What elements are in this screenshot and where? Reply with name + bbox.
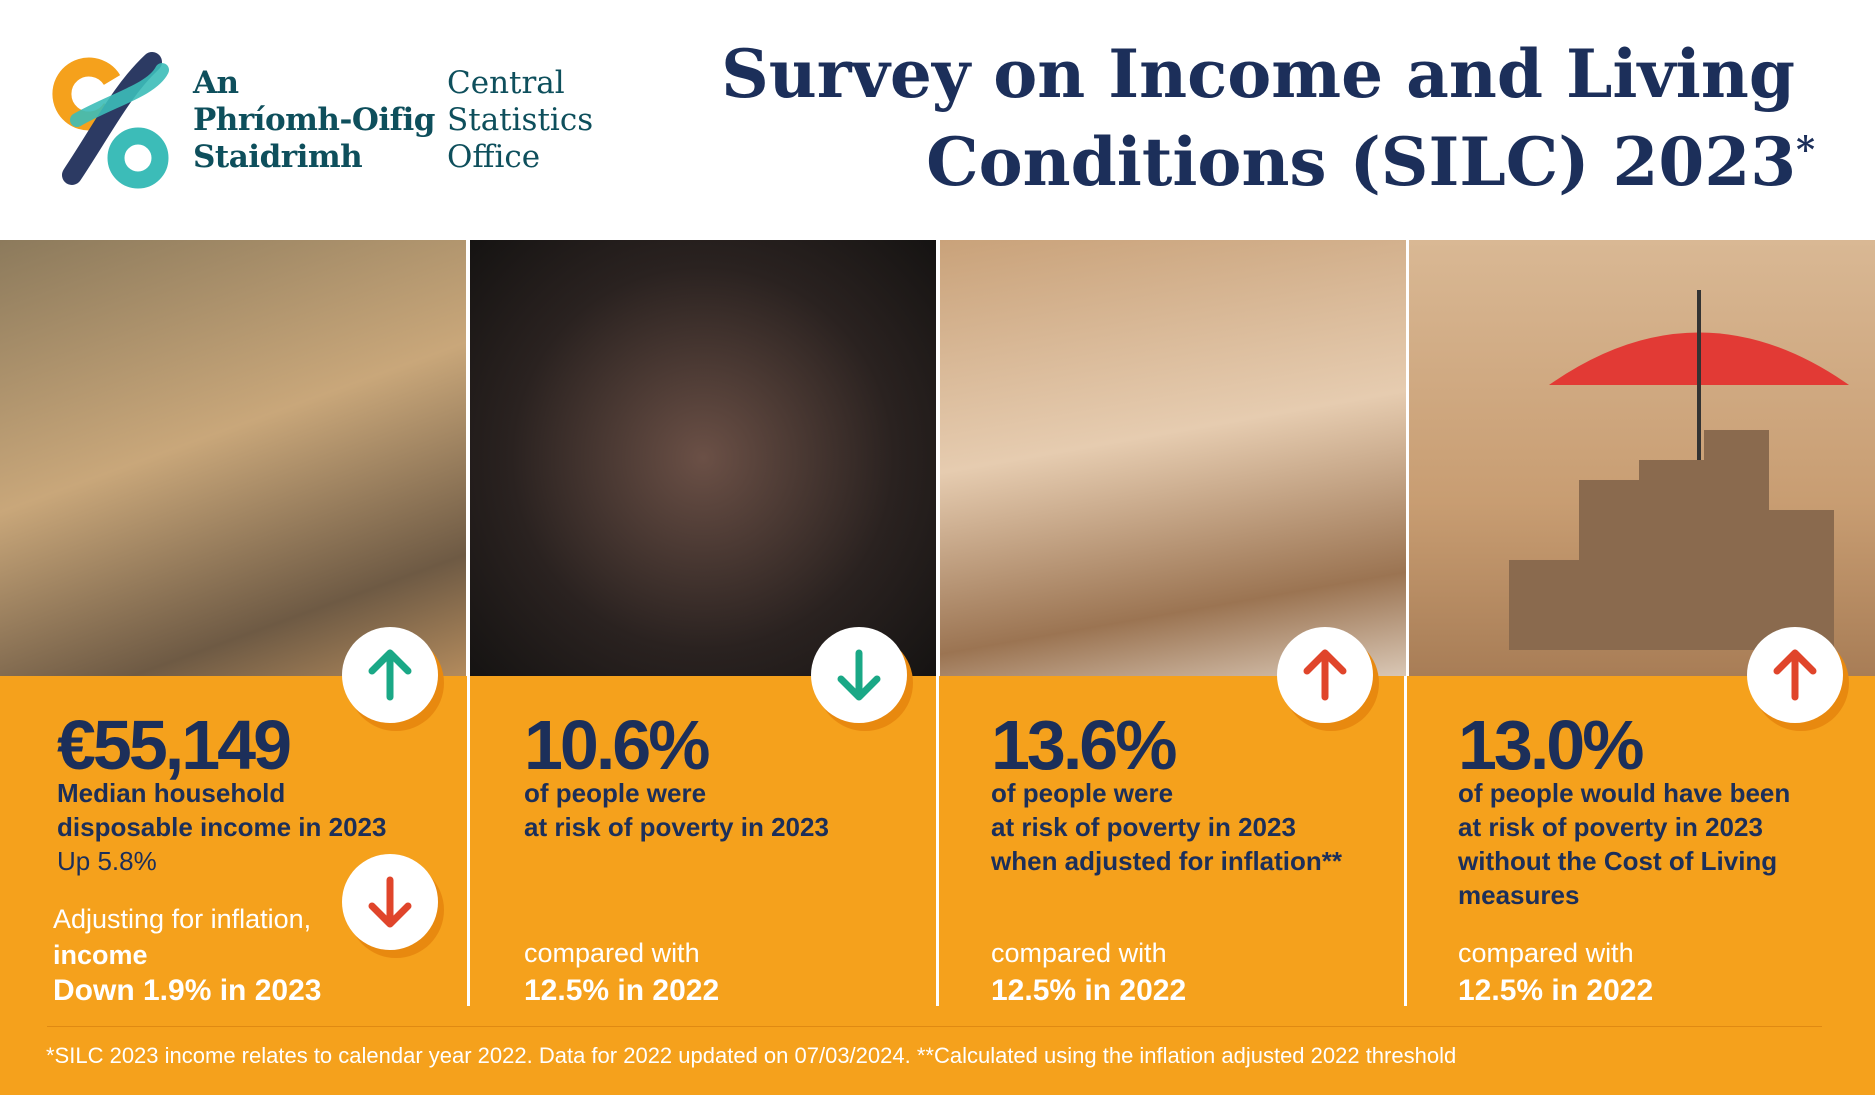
separator: [936, 676, 939, 1006]
headline: 13.6%: [991, 706, 1177, 784]
logo-mark: [52, 52, 169, 189]
comparison: compared with 12.5% in 2022: [524, 938, 720, 1007]
photo-calculator: [940, 240, 1406, 676]
arrow-down-icon: [342, 854, 438, 950]
footer-rule: [47, 1026, 1822, 1027]
separator: [467, 676, 470, 1006]
headline: 13.0%: [1458, 706, 1644, 784]
headline: 10.6%: [524, 706, 710, 784]
title: Survey on Income and Living Conditions (S…: [721, 35, 1815, 201]
logo-english: Central Statistics Office: [447, 65, 594, 175]
headline: €55,149: [57, 706, 292, 784]
footnote: *SILC 2023 income relates to calendar ye…: [46, 1043, 1457, 1068]
photo-wallet: [470, 240, 936, 676]
description: of people were at risk of poverty in 2023…: [991, 778, 1343, 876]
comparison: compared with 12.5% in 2022: [1458, 938, 1654, 1007]
separator: [1404, 676, 1407, 1006]
inflation-note: Adjusting for inflation, income Down 1.9% …: [53, 904, 322, 1007]
arrow-up-icon: [1277, 627, 1373, 723]
photo-couple: [0, 240, 466, 676]
comparison: compared with 12.5% in 2022: [991, 938, 1187, 1007]
arrow-up-icon: [1747, 627, 1843, 723]
photo-umbrella: [1409, 240, 1875, 676]
description: Median household disposable income in 202…: [57, 778, 387, 876]
arrow-down-icon: [811, 627, 907, 723]
description: of people would have been at risk of pove…: [1458, 778, 1791, 910]
description: of people were at risk of poverty in 2023: [524, 778, 829, 842]
arrow-up-icon: [342, 627, 438, 723]
logo-irish: An Phríomh-Oifig Staidrimh: [193, 65, 435, 175]
